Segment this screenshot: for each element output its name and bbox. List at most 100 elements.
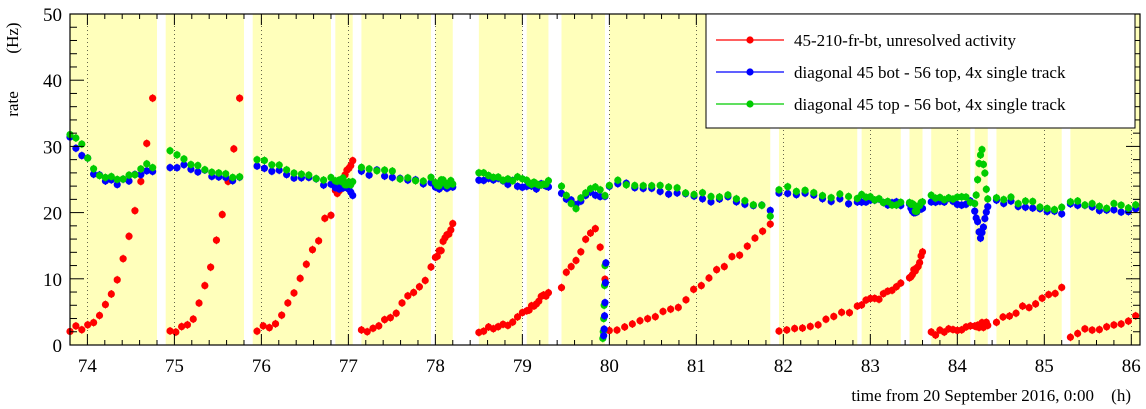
series-1-point bbox=[984, 203, 992, 211]
series-2-point bbox=[1081, 201, 1089, 209]
x-tick-label: 74 bbox=[78, 356, 98, 377]
series-0-point bbox=[410, 288, 418, 297]
x-tick-label: 80 bbox=[600, 356, 619, 377]
series-0-point bbox=[674, 303, 682, 312]
series-0-point bbox=[369, 324, 377, 332]
series-2-point bbox=[236, 173, 244, 181]
series-0-point bbox=[290, 289, 298, 297]
series-0-point bbox=[858, 301, 866, 309]
series-2-point bbox=[201, 166, 209, 174]
y-tick-label: 0 bbox=[53, 336, 63, 357]
dip-point bbox=[602, 259, 610, 267]
series-0-point bbox=[357, 326, 366, 334]
series-1-point bbox=[1110, 206, 1118, 214]
series-0-point bbox=[644, 315, 652, 323]
series-2-point bbox=[1103, 204, 1111, 212]
series-2-point bbox=[1074, 197, 1082, 205]
series-0-point bbox=[349, 157, 357, 165]
series-0-point bbox=[1058, 283, 1066, 292]
series-1-point bbox=[253, 162, 261, 170]
series-0-point bbox=[918, 248, 927, 256]
series-2-point bbox=[1117, 201, 1125, 209]
series-1-point bbox=[381, 172, 389, 180]
series-2-point bbox=[137, 165, 145, 173]
series-2-point bbox=[724, 191, 732, 199]
series-2-point bbox=[290, 169, 298, 177]
series-0-point bbox=[421, 276, 429, 285]
series-0-point bbox=[766, 220, 774, 228]
series-0-point bbox=[207, 263, 215, 271]
series-0-point bbox=[591, 225, 599, 233]
series-0-point bbox=[253, 327, 261, 335]
series-0-point bbox=[1132, 312, 1140, 320]
data-points bbox=[66, 94, 1140, 343]
series-0-point bbox=[392, 309, 400, 317]
series-2-point bbox=[435, 182, 443, 190]
series-2-point bbox=[844, 192, 853, 201]
series-0-point bbox=[682, 296, 690, 304]
series-2-point bbox=[1088, 199, 1096, 208]
series-0-point bbox=[582, 235, 590, 243]
series-0-point bbox=[95, 311, 104, 320]
series-2-point bbox=[143, 160, 151, 168]
series-2-point bbox=[681, 189, 690, 197]
series-2-point bbox=[1029, 197, 1037, 206]
series-1-point bbox=[1021, 203, 1030, 211]
series-2-point bbox=[557, 182, 566, 190]
series-0-point bbox=[1005, 312, 1014, 320]
series-1-point bbox=[194, 168, 202, 176]
series-2-point bbox=[222, 170, 230, 178]
series-0-point bbox=[1066, 333, 1075, 341]
series-2-point bbox=[1124, 204, 1133, 212]
series-0-point bbox=[327, 211, 335, 219]
series-2-point bbox=[1050, 206, 1059, 214]
series-2-point bbox=[149, 164, 157, 172]
series-0-point bbox=[143, 139, 151, 148]
series-0-point bbox=[1038, 294, 1046, 302]
series-0-point bbox=[218, 210, 226, 219]
series-1-point bbox=[971, 207, 979, 215]
series-2-point bbox=[1095, 202, 1104, 210]
series-0-point bbox=[178, 322, 186, 331]
series-2-point bbox=[1007, 193, 1015, 201]
series-1-point bbox=[319, 181, 328, 189]
x-tick-label: 76 bbox=[252, 356, 271, 377]
series-1-point bbox=[974, 217, 982, 226]
series-1-point bbox=[275, 166, 283, 174]
series-2-point bbox=[707, 192, 715, 201]
series-1-point bbox=[766, 206, 774, 215]
series-1-point bbox=[673, 189, 681, 197]
series-2-point bbox=[974, 176, 982, 184]
series-0-point bbox=[992, 318, 1001, 326]
series-0-point bbox=[212, 236, 221, 244]
series-2-point bbox=[784, 183, 792, 191]
series-0-point bbox=[84, 321, 92, 329]
series-0-point bbox=[713, 266, 721, 274]
series-2-point bbox=[982, 185, 990, 193]
series-2-point bbox=[449, 180, 457, 188]
series-2-point bbox=[614, 176, 622, 184]
series-2-point bbox=[981, 169, 989, 177]
series-0-point bbox=[437, 247, 445, 255]
x-tick-label: 77 bbox=[339, 356, 358, 377]
series-2-point bbox=[180, 155, 188, 163]
series-0-point bbox=[830, 312, 838, 321]
series-2-point bbox=[690, 190, 698, 199]
series-1-point bbox=[365, 171, 373, 179]
series-1-point bbox=[388, 173, 396, 182]
series-1-point bbox=[143, 167, 151, 175]
series-2-point bbox=[918, 198, 927, 206]
dip-point bbox=[600, 325, 608, 333]
series-2-point bbox=[596, 186, 604, 194]
series-0-point bbox=[1095, 325, 1104, 334]
series-0-point bbox=[562, 268, 570, 276]
series-0-point bbox=[567, 262, 575, 271]
series-1-point bbox=[78, 151, 86, 160]
series-2-point bbox=[827, 194, 835, 202]
series-2-point bbox=[1058, 203, 1066, 211]
series-0-point bbox=[271, 320, 280, 328]
plot-frame bbox=[69, 13, 1141, 346]
series-2-point bbox=[715, 193, 724, 201]
series-2-point bbox=[84, 154, 92, 162]
x-axis-unit: (h) bbox=[1111, 386, 1131, 405]
